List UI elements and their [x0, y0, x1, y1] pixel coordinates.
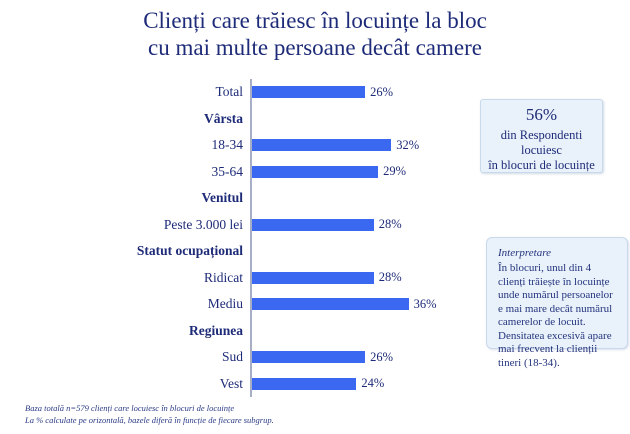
chart-bar-row: Mediu 36%: [0, 291, 472, 318]
callout-line: din Respondenti: [500, 128, 583, 142]
chart-bar-track: 24%: [250, 370, 460, 397]
chart-bar: [252, 139, 392, 152]
chart-bar-track: 29%: [250, 158, 460, 185]
chart-group-header-row: Regiunea: [0, 317, 472, 344]
bar-chart: Total 26% Vârsta 18-34 32% 35-64 29% Venitul Pes…: [0, 79, 472, 397]
respondents-callout-box: 56% din Respondenti locuiesc în blocuri …: [480, 99, 603, 173]
chart-bar: [252, 377, 357, 390]
chart-category-label: Peste 3.000 lei: [163, 216, 243, 232]
page-title-line1: Clienți care trăiesc în locuințe la bloc: [143, 8, 487, 33]
chart-bar-row: Total 26%: [0, 79, 472, 106]
chart-category-label: Vest: [219, 375, 243, 391]
chart-bar: [252, 271, 374, 284]
chart-bar-track: [250, 105, 460, 132]
chart-bar-track: [250, 185, 460, 212]
chart-value-label: 32%: [396, 137, 420, 152]
chart-bar-track: 28%: [250, 264, 460, 291]
chart-bar-track: [250, 317, 460, 344]
chart-category-label: 18-34: [211, 137, 244, 153]
footnotes: Baza totală n=579 clienți care locuiesc …: [25, 402, 274, 426]
callout-line: locuiesc: [521, 143, 562, 157]
chart-category-label: Venitul: [201, 190, 243, 206]
chart-bar-track: [250, 238, 460, 265]
chart-value-label: 26%: [370, 349, 394, 364]
interpretation-heading: Interpretare: [498, 247, 551, 259]
footnote-base: Baza totală n=579 clienți care locuiesc …: [25, 403, 235, 413]
callout-headline: 56%: [525, 105, 558, 124]
chart-category-label: Regiunea: [189, 322, 243, 338]
chart-category-label: Total: [215, 84, 243, 100]
chart-category-label: 35-64: [211, 163, 244, 179]
chart-bar-row: Vest 24%: [0, 370, 472, 397]
chart-bar-track: 26%: [250, 79, 460, 106]
chart-category-label: Statut ocupațional: [136, 243, 243, 259]
chart-value-label: 36%: [413, 296, 437, 311]
chart-group-header-row: Venitul: [0, 185, 472, 212]
chart-category-label: Sud: [221, 349, 243, 365]
chart-bar: [252, 218, 374, 231]
chart-group-header-row: Vârsta: [0, 105, 472, 132]
chart-bar-track: 36%: [250, 291, 460, 318]
chart-group-header-row: Statut ocupațional: [0, 238, 472, 265]
chart-value-label: 28%: [378, 217, 402, 232]
callout-line: în blocuri de locuințe: [488, 158, 595, 172]
chart-value-label: 28%: [378, 270, 402, 285]
page-title-line2: cu mai multe persoane decât camere: [148, 35, 482, 60]
chart-category-label: Ridicat: [204, 269, 243, 285]
chart-bar: [252, 86, 366, 99]
chart-value-label: 26%: [370, 84, 394, 99]
chart-bar-row: Peste 3.000 lei 28%: [0, 211, 472, 238]
chart-category-label: Mediu: [207, 296, 243, 312]
chart-bar-row: 18-34 32%: [0, 132, 472, 159]
chart-category-label: Vârsta: [204, 110, 243, 126]
chart-bar-track: 28%: [250, 211, 460, 238]
chart-bar-row: Sud 26%: [0, 344, 472, 371]
interpretation-body: În blocuri, unul din 4 clienți trăiește …: [498, 262, 613, 369]
chart-value-label: 29%: [383, 164, 407, 179]
chart-bar-row: Ridicat 28%: [0, 264, 472, 291]
chart-bar: [252, 298, 409, 311]
chart-bar-track: 26%: [250, 344, 460, 371]
chart-bar-row: 35-64 29%: [0, 158, 472, 185]
footnote-method: La % calculate pe orizontală, bazele dif…: [25, 415, 274, 425]
page-title: Clienți care trăiesc în locuințe la bloc…: [0, 7, 630, 61]
chart-value-label: 24%: [361, 376, 385, 391]
interpretation-box: Interpretare În blocuri, unul din 4 clie…: [486, 237, 628, 369]
chart-bar-track: 32%: [250, 132, 460, 159]
chart-bar: [252, 165, 379, 178]
chart-bar: [252, 351, 366, 364]
